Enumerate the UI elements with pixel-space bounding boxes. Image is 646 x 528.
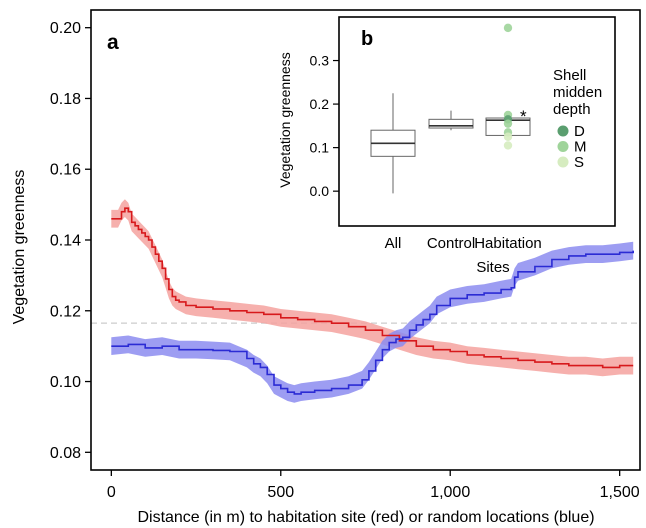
y-tick-label: 0.08	[50, 445, 81, 462]
panel-b-inset: b Vegetation greenness 0.0 0.1 0.2 0.3 All C…	[277, 16, 616, 276]
box	[428, 118, 474, 129]
x-tick-label: 1,500	[600, 484, 640, 501]
legend-label: M	[574, 139, 587, 156]
legend-swatch-D	[557, 125, 569, 137]
y-axis-label: Vegetation greenness	[11, 170, 28, 325]
inset-y-tick-label: 0.1	[310, 140, 330, 156]
blue-series-line	[111, 250, 634, 395]
panel-a-label: a	[107, 31, 119, 54]
y-axis-ticks: 0.08 0.10 0.12 0.14 0.16 0.18 0.20	[50, 20, 91, 462]
legend-title-line: midden	[553, 84, 602, 101]
legend-label: D	[574, 123, 585, 140]
inset-x-axis-label: Sites	[476, 259, 509, 276]
y-tick-label: 0.10	[50, 374, 81, 391]
inset-frame	[338, 16, 616, 227]
data-point-M	[503, 23, 513, 33]
legend-title-line: depth	[553, 101, 591, 118]
legend-swatch-M	[557, 141, 569, 152]
panel-b-label: b	[361, 28, 373, 50]
inset-y-axis-ticks: 0.0 0.1 0.2 0.3	[310, 53, 339, 199]
boxplot-all	[370, 93, 416, 194]
legend-title-line: Shell	[553, 67, 586, 84]
inset-points	[503, 23, 513, 150]
x-axis-ticks: 0 500 1,000 1,500	[107, 470, 640, 501]
inset-y-tick-label: 0.2	[310, 96, 330, 112]
y-tick-label: 0.20	[50, 20, 81, 37]
inset-x-tick-label: Habitation	[474, 235, 542, 252]
inset-y-tick-label: 0.0	[310, 183, 330, 199]
confidence-bands	[111, 199, 634, 403]
data-point-S	[503, 141, 513, 150]
significance-marker: *	[520, 107, 527, 126]
y-tick-label: 0.12	[50, 303, 81, 320]
x-axis-label: Distance (in m) to habitation site (red)…	[137, 509, 594, 526]
inset-y-tick-label: 0.3	[310, 53, 330, 69]
x-tick-label: 500	[267, 484, 294, 501]
inset-x-tick-label: All	[385, 235, 402, 252]
panel-a: 0.08 0.10 0.12 0.14 0.16 0.18 0.20 0 500 1,000 1,…	[11, 9, 641, 526]
red-series-line	[111, 207, 634, 369]
y-tick-label: 0.14	[50, 233, 81, 250]
boxplot-control	[428, 110, 474, 131]
blue-confidence-band	[111, 241, 634, 403]
inset-x-tick-label: Control	[427, 235, 475, 252]
inset-background	[339, 17, 615, 226]
x-tick-label: 1,000	[430, 484, 470, 501]
series-lines	[111, 207, 634, 395]
x-tick-label: 0	[107, 484, 116, 501]
inset-y-axis-label: Vegetation greenness	[277, 52, 293, 187]
inset-x-axis-ticks: All Control Habitation	[385, 235, 542, 252]
y-tick-label: 0.18	[50, 91, 81, 108]
data-point-S	[503, 132, 513, 141]
data-point-M	[503, 119, 513, 128]
legend-swatch-S	[557, 156, 569, 168]
red-confidence-band	[111, 199, 634, 377]
legend-label: S	[574, 154, 584, 171]
y-tick-label: 0.16	[50, 162, 81, 179]
